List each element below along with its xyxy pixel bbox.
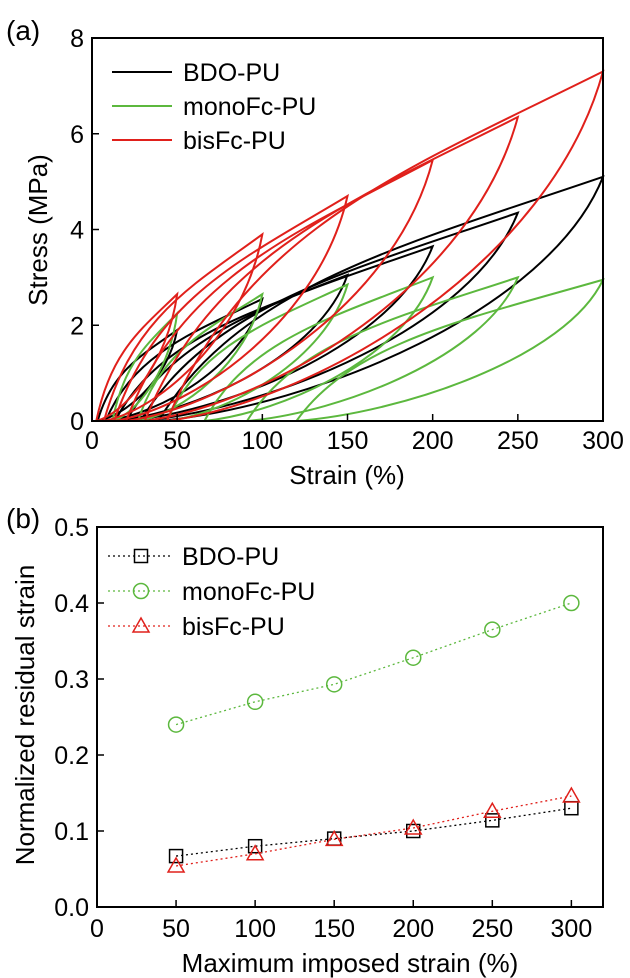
panel-b-y-tick-label: 0.0 [54,894,89,922]
hysteresis-loop [166,282,350,422]
hysteresis-loop [113,193,349,422]
panel-b-x-axis-label: Maximum imposed strain (%) [182,948,519,978]
panel-a-x-axis-label: Strain (%) [289,460,405,490]
data-point-triangle [131,616,151,633]
panel-b-y-tick-label: 0.2 [54,742,89,770]
legend-label: bisFc-PU [183,127,286,155]
data-point-triangle [403,818,423,835]
panel-a-label: (a) [6,15,40,46]
data-point-square [564,800,579,816]
panel-b-x-tick-label: 250 [471,915,513,943]
data-point-triangle [324,829,344,847]
hysteresis-loop [137,292,264,422]
hysteresis-loop [104,297,264,422]
panel-a-y-tick-label: 0 [70,408,84,436]
data-point-triangle [245,844,265,861]
panel-b-x-tick-label: 200 [392,915,434,943]
panel-a-series-monoFc-PU [111,275,605,422]
data-point-circle [484,621,501,638]
data-point-triangle [562,786,581,803]
data-point-circle [563,594,580,612]
panel-b-y-tick-label: 0.4 [54,590,89,618]
panel-a-legend: BDO-PU monoFc-PU bisFc-PU [112,59,316,155]
hysteresis-loop [102,231,264,422]
panel-a-x-tick-label: 0 [85,427,99,455]
panel-a-series [95,69,605,422]
data-point-circle [132,582,150,600]
panel-a-y-tick-label: 8 [70,25,84,53]
panel-a-x-tick-label: 150 [327,427,369,455]
data-point-triangle [483,801,502,818]
legend-label: monoFc-PU [182,578,315,606]
panel-b-y-axis-label: Normalized residual strain [10,565,40,866]
hysteresis-loop [203,275,435,422]
data-point-circle [325,676,343,693]
panel-a-y-axis-label: Stress (MPa) [23,154,53,306]
panel-b-ticks: 0 50 100 150 200 250 300 0.0 0.1 0.2 0.3 0.4 0.5 [54,514,592,943]
series-line [175,795,572,867]
data-point-circle [167,716,185,733]
hysteresis-loop [95,291,179,422]
data-point-triangle [166,856,186,873]
panel-b-x-tick-label: 150 [313,915,355,943]
legend-label: BDO-PU [183,59,280,87]
panel-b-series-monoFc-PU [167,594,580,733]
data-point-square [133,548,149,564]
panel-b-x-tick-label: 300 [551,915,593,943]
panel-a-x-tick-label: 200 [412,427,454,455]
hysteresis-loop [166,69,605,422]
series-line [175,807,572,857]
panel-a-x-tick-label: 50 [163,427,191,455]
hysteresis-loop [143,115,520,422]
legend-label: monoFc-PU [183,93,316,121]
panel-b-y-tick-label: 0.3 [54,666,89,694]
legend-label: BDO-PU [182,543,279,571]
panel-a-stress-strain: (a) 0 50 100 150 200 250 300 0 2 4 6 8 Strain (%) S… [6,15,624,490]
panel-b-label: (b) [6,503,40,534]
panel-a-y-tick-label: 4 [70,217,84,245]
panel-b-x-tick-label: 0 [90,915,104,943]
panel-a-ticks: 0 50 100 150 200 250 300 0 2 4 6 8 [70,25,624,455]
panel-b-plot-frame [96,526,604,908]
legend-label: bisFc-PU [182,613,285,641]
panel-b-series [166,594,581,873]
panel-a-x-tick-label: 300 [582,427,624,455]
panel-b-series-bisFc-PU [166,786,581,873]
panel-b-y-tick-label: 0.1 [54,818,89,846]
panel-a-x-tick-label: 100 [241,427,283,455]
data-point-square [247,838,263,854]
data-point-circle [246,693,264,711]
panel-b-legend: BDO-PU monoFc-PU bisFc-PU [108,543,315,641]
data-point-square [485,813,500,828]
panel-b-y-tick-label: 0.5 [54,514,89,542]
data-point-circle [405,649,422,666]
panel-b-x-tick-label: 50 [162,915,190,943]
panel-b-residual-strain: (b) 0 50 100 150 200 250 300 0.0 0.1 0.2 0.3 0.4 0.5… [6,503,604,978]
panel-a-x-tick-label: 250 [497,427,539,455]
panel-a-y-tick-label: 2 [70,312,84,340]
panel-a-y-tick-label: 6 [70,121,84,149]
panel-b-series-BDO-PU [168,800,579,864]
data-point-square [168,848,184,864]
panel-b-x-tick-label: 100 [234,915,276,943]
